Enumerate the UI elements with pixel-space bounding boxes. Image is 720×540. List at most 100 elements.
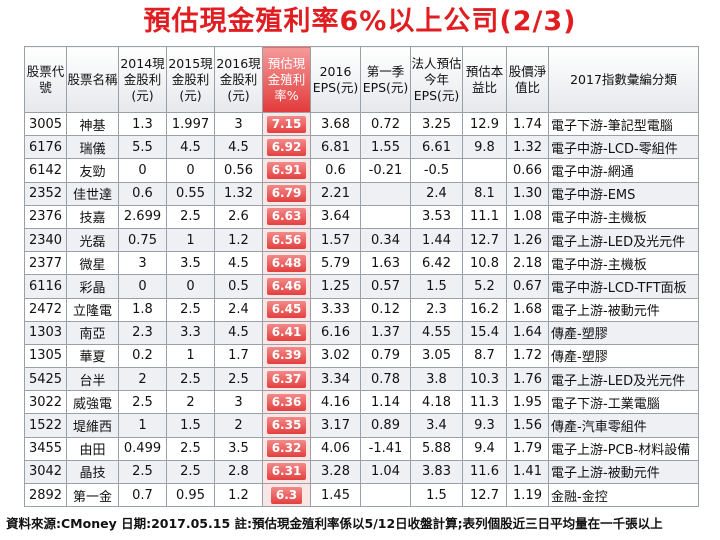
table-row: 3005 神基 1.3 1.997 3 7.15 3.68 0.72 3.25 12.9 1.74 電… xyxy=(24,111,699,137)
cell-stock-name: 台半 xyxy=(66,367,119,392)
cell-eps-2016: 3.64 xyxy=(310,204,361,229)
cell-estimated-yield: 6.63 xyxy=(262,204,311,229)
cell-stock-name: 華夏 xyxy=(66,343,119,369)
header-dividend-2014: 2014現金股利(元) xyxy=(118,46,167,113)
cell-dividend-2016: 2.8 xyxy=(214,459,263,485)
cell-pe-ratio: 10.3 xyxy=(462,367,507,392)
header-eps-2016: 2016 EPS(元) xyxy=(310,46,361,113)
cell-eps-forecast: 1.5 xyxy=(410,274,463,299)
cell-dividend-2015: 0 xyxy=(166,274,215,299)
cell-stock-code: 1305 xyxy=(24,343,67,369)
cell-stock-name: 由田 xyxy=(66,436,119,461)
cell-eps-forecast: 3.8 xyxy=(410,367,463,392)
cell-eps-q1: 1.37 xyxy=(360,320,411,345)
cell-pe-ratio: 16.2 xyxy=(462,297,507,322)
table-row: 2377 微星 3 3.5 4.5 6.48 5.79 1.63 6.42 10.8 2.18 電子中… xyxy=(24,251,699,276)
yield-badge: 6.39 xyxy=(266,347,307,365)
table-row: 6142 友勁 0 0 0.56 6.91 0.6 -0.21 -0.5 0.66 電子中游-網通 xyxy=(24,158,699,183)
cell-category: 電子上游-LED及光元件 xyxy=(548,227,699,253)
yield-badge: 6.46 xyxy=(266,277,307,295)
cell-eps-2016: 6.81 xyxy=(310,135,361,160)
cell-stock-name: 晶技 xyxy=(66,459,119,485)
cell-category: 電子下游-筆記型電腦 xyxy=(548,111,699,137)
cell-dividend-2014: 2.699 xyxy=(118,204,167,229)
cell-category: 傳產-塑膠 xyxy=(548,343,699,369)
cell-pe-ratio: 11.6 xyxy=(462,459,507,485)
cell-estimated-yield: 7.15 xyxy=(262,111,311,137)
cell-dividend-2015: 0.55 xyxy=(166,181,215,206)
cell-dividend-2016: 3.5 xyxy=(214,436,263,461)
cell-category: 電子中游-網通 xyxy=(548,158,699,183)
cell-stock-code: 2352 xyxy=(24,181,67,206)
cell-stock-code: 1522 xyxy=(24,413,67,438)
cell-estimated-yield: 6.39 xyxy=(262,343,311,369)
cell-eps-2016: 2.21 xyxy=(310,181,361,206)
cell-stock-code: 6116 xyxy=(24,274,67,299)
cell-eps-forecast: 3.05 xyxy=(410,343,463,369)
cell-dividend-2014: 2.3 xyxy=(118,320,167,345)
cell-category: 傳產-汽車零組件 xyxy=(548,413,699,438)
cell-eps-forecast: 5.88 xyxy=(410,436,463,461)
cell-eps-q1 xyxy=(360,181,411,206)
cell-dividend-2014: 3 xyxy=(118,251,167,276)
yield-badge: 6.35 xyxy=(266,417,307,435)
cell-eps-q1: 1.14 xyxy=(360,390,411,415)
header-pe-ratio: 預估本益比 xyxy=(462,46,507,113)
cell-dividend-2015: 3.5 xyxy=(166,251,215,276)
cell-eps-2016: 4.16 xyxy=(310,390,361,415)
yield-badge: 6.45 xyxy=(266,301,307,319)
cell-dividend-2015: 1 xyxy=(166,343,215,369)
cell-dividend-2015: 1 xyxy=(166,227,215,253)
cell-dividend-2016: 1.2 xyxy=(214,227,263,253)
cell-eps-forecast: 4.18 xyxy=(410,390,463,415)
cell-eps-forecast: 6.61 xyxy=(410,135,463,160)
cell-pe-ratio: 9.4 xyxy=(462,436,507,461)
cell-dividend-2014: 1.3 xyxy=(118,111,167,137)
yield-badge: 6.37 xyxy=(266,370,307,388)
cell-dividend-2015: 2.5 xyxy=(166,204,215,229)
cell-eps-2016: 3.17 xyxy=(310,413,361,438)
cell-dividend-2015: 0 xyxy=(166,158,215,183)
cell-stock-code: 2892 xyxy=(24,482,67,508)
cell-pb-ratio: 1.26 xyxy=(506,227,549,253)
cell-pe-ratio: 9.3 xyxy=(462,413,507,438)
cell-eps-q1: 0.78 xyxy=(360,367,411,392)
cell-dividend-2014: 0.75 xyxy=(118,227,167,253)
cell-estimated-yield: 6.48 xyxy=(262,251,311,276)
cell-stock-name: 光磊 xyxy=(66,227,119,253)
cell-eps-forecast: 1.5 xyxy=(410,482,463,508)
cell-stock-code: 6142 xyxy=(24,158,67,183)
yield-badge: 6.3 xyxy=(270,486,303,504)
table-row: 2352 佳世達 0.6 0.55 1.32 6.79 2.21 2.4 8.1 1.30 電子中游… xyxy=(24,181,699,206)
cell-dividend-2015: 1.5 xyxy=(166,413,215,438)
yield-badge: 7.15 xyxy=(266,115,307,133)
cell-pb-ratio: 1.32 xyxy=(506,135,549,160)
table-row: 3455 由田 0.499 2.5 3.5 6.32 4.06 -1.41 5.88 9.4 1.7… xyxy=(24,436,699,461)
cell-stock-code: 6176 xyxy=(24,135,67,160)
cell-stock-code: 3005 xyxy=(24,111,67,137)
cell-category: 傳產-塑膠 xyxy=(548,320,699,345)
cell-pe-ratio: 8.1 xyxy=(462,181,507,206)
cell-pb-ratio: 1.30 xyxy=(506,181,549,206)
cell-estimated-yield: 6.92 xyxy=(262,135,311,160)
cell-stock-name: 堤維西 xyxy=(66,413,119,438)
cell-stock-code: 2472 xyxy=(24,297,67,322)
table-row: 3042 晶技 2.5 2.5 2.8 6.31 3.28 1.04 3.83 11.6 1.41 電… xyxy=(24,459,699,485)
cell-estimated-yield: 6.35 xyxy=(262,413,311,438)
cell-pe-ratio: 12.7 xyxy=(462,482,507,508)
cell-dividend-2014: 2 xyxy=(118,367,167,392)
header-eps-forecast: 法人預估今年EPS(元) xyxy=(410,46,463,113)
table-row: 2340 光磊 0.75 1 1.2 6.56 1.57 0.34 1.44 12.7 1.26 電子… xyxy=(24,227,699,253)
table-row: 6176 瑞儀 5.5 4.5 4.5 6.92 6.81 1.55 6.61 9.8 1.32 電子… xyxy=(24,135,699,160)
header-category: 2017指數彙編分類 xyxy=(548,46,699,113)
cell-estimated-yield: 6.41 xyxy=(262,320,311,345)
cell-stock-name: 微星 xyxy=(66,251,119,276)
cell-pe-ratio xyxy=(462,158,507,183)
cell-eps-forecast: 2.4 xyxy=(410,181,463,206)
cell-dividend-2015: 2.5 xyxy=(166,297,215,322)
cell-eps-q1: 0.57 xyxy=(360,274,411,299)
cell-eps-2016: 5.79 xyxy=(310,251,361,276)
cell-pb-ratio: 0.67 xyxy=(506,274,549,299)
cell-pb-ratio: 1.56 xyxy=(506,413,549,438)
cell-estimated-yield: 6.45 xyxy=(262,297,311,322)
